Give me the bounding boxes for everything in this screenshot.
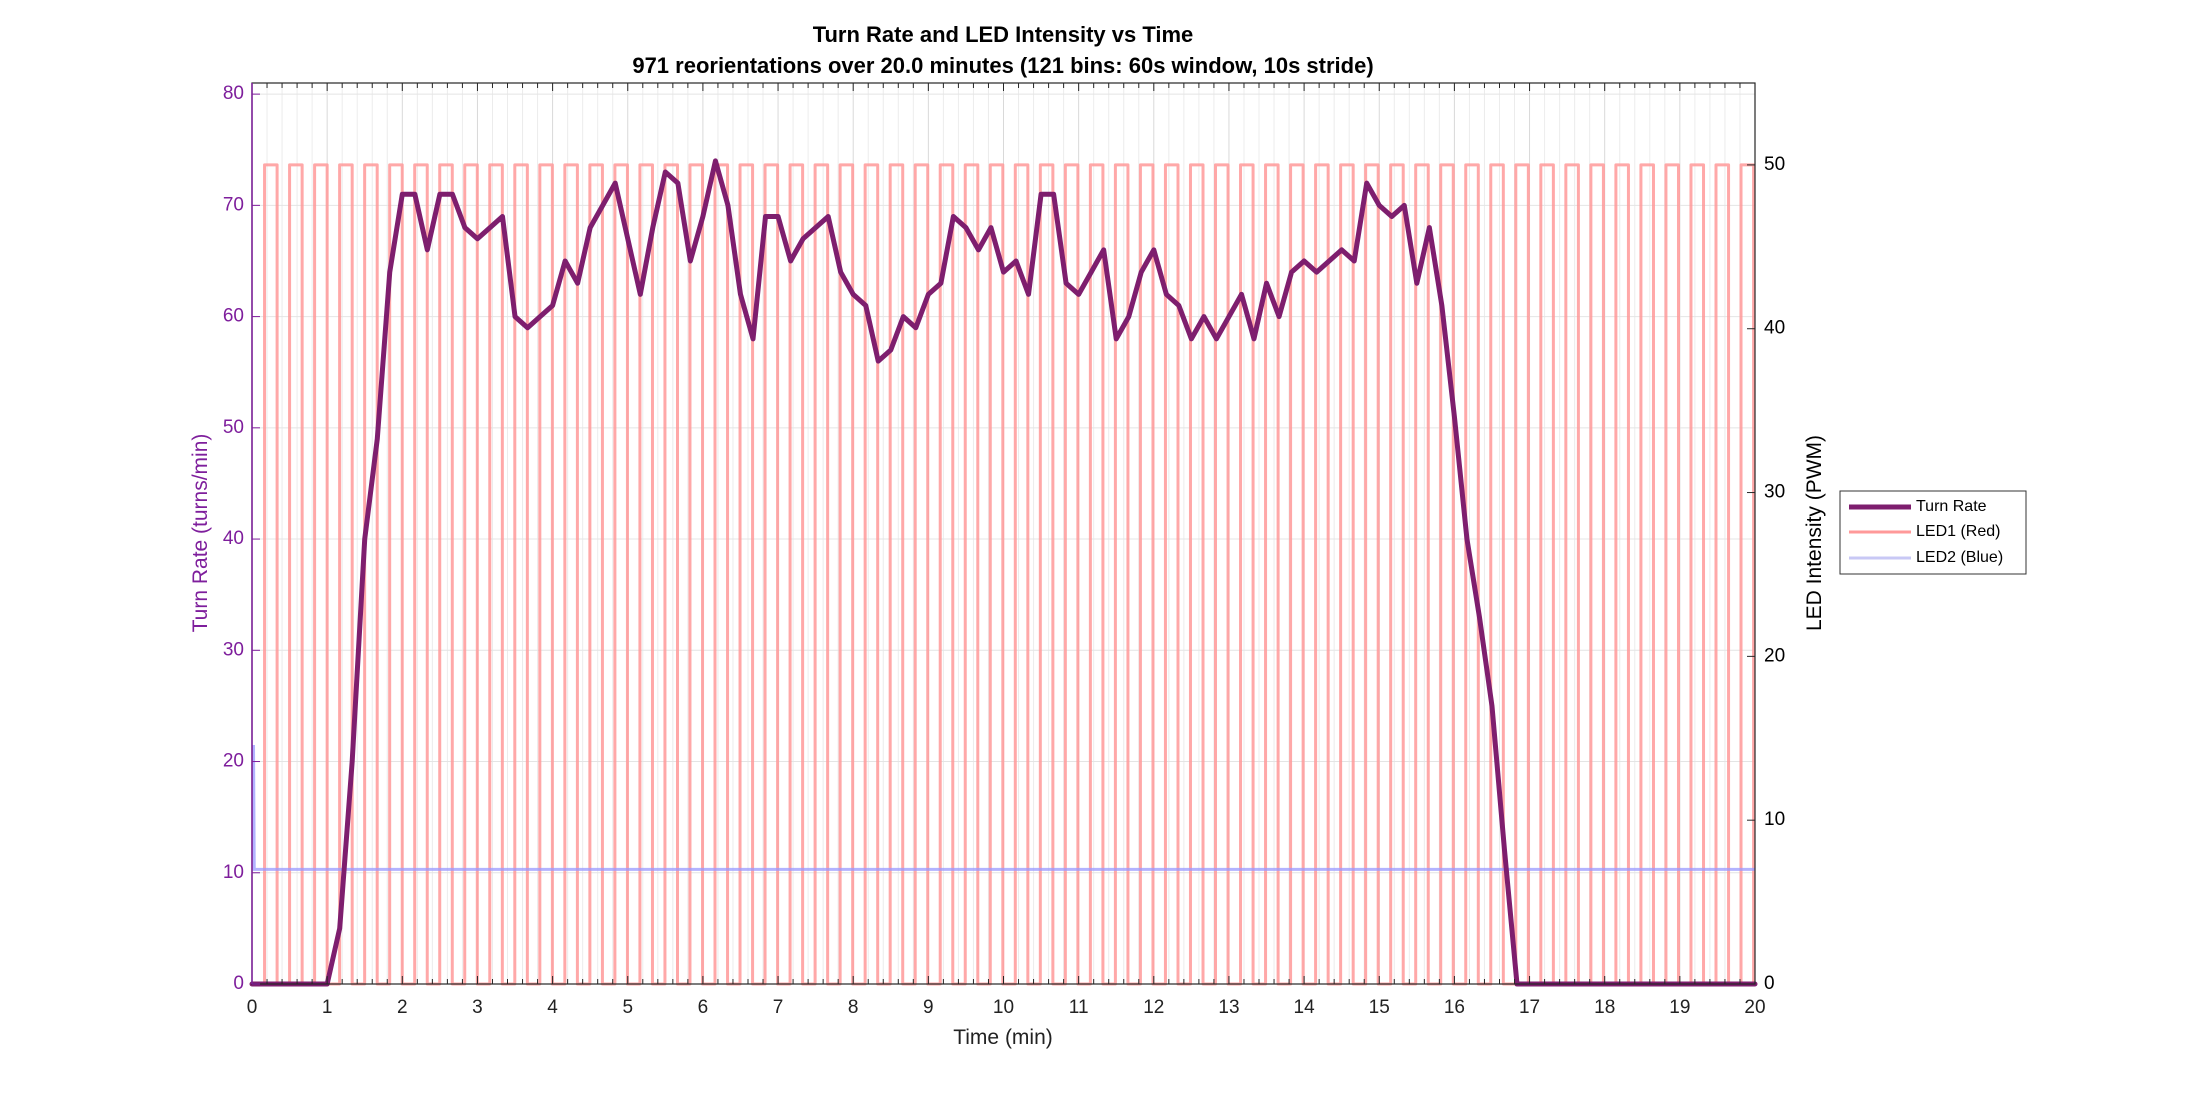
legend-label-turn-rate: Turn Rate — [1916, 498, 1987, 515]
right-y-tick-label: 20 — [1764, 645, 1785, 666]
x-tick-label: 10 — [993, 997, 1014, 1018]
x-tick-label: 17 — [1519, 997, 1540, 1018]
legend-label-led1: LED1 (Red) — [1916, 523, 2000, 540]
led1-red-series — [252, 163, 1756, 986]
x-tick-label: 9 — [923, 997, 934, 1018]
x-tick-label: 15 — [1369, 997, 1390, 1018]
left-y-tick-label: 0 — [233, 973, 244, 994]
right-y-tick-label: 30 — [1764, 482, 1785, 503]
turn-rate-series — [249, 158, 1758, 987]
chart-subtitle: 971 reorientations over 20.0 minutes (12… — [632, 53, 1373, 78]
chart-title: Turn Rate and LED Intensity vs Time — [813, 22, 1194, 47]
x-tick-label: 7 — [773, 997, 784, 1018]
left-y-tick-label: 20 — [223, 751, 244, 772]
x-tick-label: 12 — [1143, 997, 1164, 1018]
left-y-tick-label: 70 — [223, 194, 244, 215]
x-tick-label: 5 — [622, 997, 633, 1018]
x-tick-label: 0 — [247, 997, 258, 1018]
right-y-axis-label: LED Intensity (PWM) — [1803, 435, 1826, 631]
legend: Turn Rate LED1 (Red) LED2 (Blue) — [1839, 490, 2027, 575]
x-tick-label: 11 — [1069, 997, 1089, 1018]
left-y-tick-label: 10 — [223, 862, 244, 883]
x-axis-ticks: 0 1 2 3 4 5 6 7 8 9 10 11 12 13 14 15 16 17 18 19 20 — [247, 83, 1766, 1018]
right-y-axis-ticks: 0 10 20 30 40 50 — [1747, 154, 1785, 994]
led2-blue-line — [252, 744, 1755, 871]
led1-red-line — [252, 163, 1756, 986]
x-tick-label: 20 — [1744, 997, 1765, 1018]
left-y-tick-label: 80 — [223, 83, 244, 104]
x-tick-label: 6 — [698, 997, 709, 1018]
x-tick-label: 8 — [848, 997, 859, 1018]
turn-rate-line — [249, 158, 1758, 987]
led2-blue-series — [252, 744, 1755, 871]
left-y-tick-label: 50 — [223, 417, 244, 438]
left-y-axis-label: Turn Rate (turns/min) — [189, 434, 212, 633]
right-y-tick-label: 10 — [1764, 809, 1785, 830]
x-tick-label: 14 — [1294, 997, 1316, 1018]
left-y-tick-label: 30 — [223, 639, 244, 660]
right-y-tick-label: 0 — [1764, 973, 1775, 994]
x-tick-label: 4 — [547, 997, 558, 1018]
x-tick-label: 1 — [322, 997, 333, 1018]
right-y-tick-label: 50 — [1764, 154, 1785, 175]
left-y-tick-label: 40 — [223, 528, 244, 549]
left-y-tick-label: 60 — [223, 306, 244, 327]
x-tick-label: 3 — [472, 997, 483, 1018]
x-tick-label: 2 — [397, 997, 408, 1018]
legend-label-led2: LED2 (Blue) — [1916, 549, 2003, 566]
x-tick-label: 18 — [1594, 997, 1615, 1018]
x-tick-label: 13 — [1218, 997, 1239, 1018]
x-tick-label: 16 — [1444, 997, 1465, 1018]
x-tick-label: 19 — [1669, 997, 1690, 1018]
left-y-axis-ticks: 0 10 20 30 40 50 60 70 80 — [223, 83, 260, 994]
x-axis-label: Time (min) — [953, 1026, 1053, 1049]
right-y-tick-label: 40 — [1764, 318, 1785, 339]
